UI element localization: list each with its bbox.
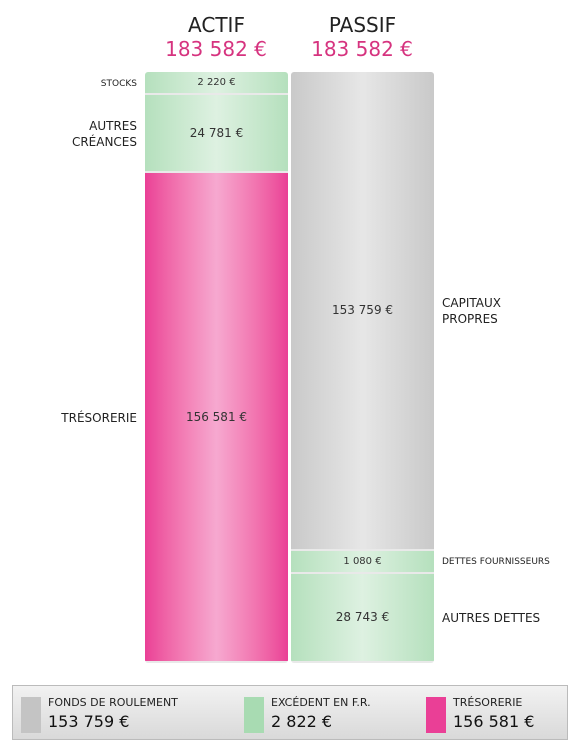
segment: 153 759 € [291, 72, 434, 551]
legend-name: FONDS DE ROULEMENT [48, 696, 178, 709]
segment-value: 2 220 € [197, 77, 236, 88]
segment-value: 1 080 € [343, 555, 382, 567]
segment-name: TRÉSORERIE [61, 410, 137, 425]
segment-value: 156 581 € [185, 409, 248, 424]
segment-name: AUTRES CRÉANCES [71, 118, 137, 149]
legend-swatch [21, 697, 41, 733]
segment: 28 743 € [291, 573, 434, 663]
column: 153 759 € 1 080 € 28 743 € [291, 72, 434, 663]
legend-swatch [426, 697, 446, 733]
segment: 156 581 € [145, 172, 288, 663]
column: 2 220 € 24 781 € 156 581 € [145, 72, 288, 663]
segment-value: 24 781 € [189, 125, 244, 140]
segment-name: STOCKS [100, 78, 137, 89]
column-title: PASSIF [328, 13, 397, 37]
legend-value: 153 759 € [48, 712, 130, 731]
column-total: 183 582 € [165, 37, 267, 61]
segment: 24 781 € [145, 95, 288, 173]
legend-name: TRÉSORERIE [453, 696, 523, 709]
segment-name: DETTES FOURNISSEURS [442, 557, 550, 568]
legend: FONDS DE ROULEMENT 153 759 € EXCÉDENT EN F… [12, 685, 568, 740]
segment: 1 080 € [291, 550, 434, 574]
legend-name: EXCÉDENT EN F.R. [271, 696, 371, 709]
legend-value: 2 822 € [271, 712, 333, 731]
legend-swatch [244, 697, 264, 733]
column-title: ACTIF [188, 13, 245, 37]
segment: 2 220 € [145, 72, 288, 95]
segment-value: 28 743 € [335, 610, 390, 625]
segment-value: 153 759 € [331, 303, 394, 318]
segment-name: CAPITAUX PROPRES [442, 296, 501, 327]
legend-value: 156 581 € [453, 712, 535, 731]
segment-name: AUTRES DETTES [442, 611, 541, 626]
column-total: 183 582 € [311, 37, 413, 61]
